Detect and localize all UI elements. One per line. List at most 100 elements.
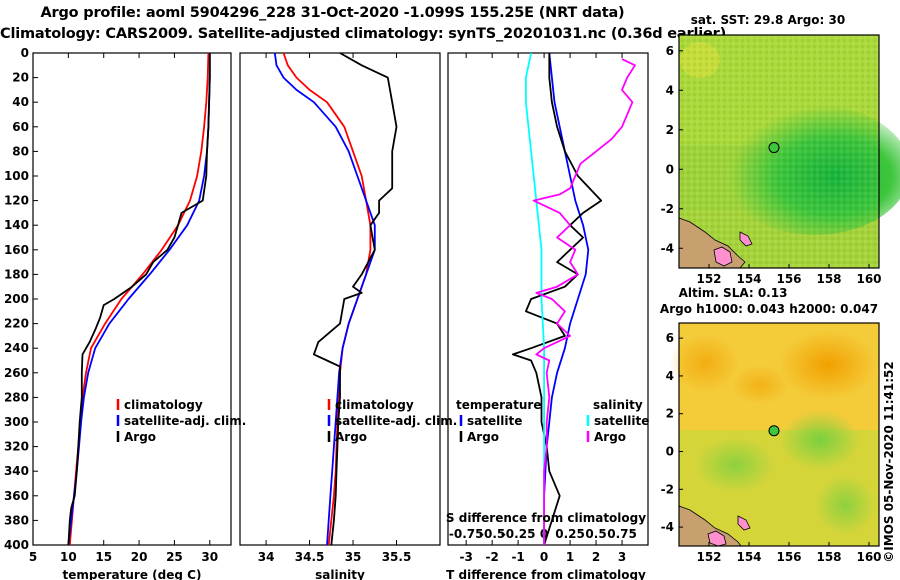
s-difference-tick-labels: -0.75-0.5-0.25 0 0.25 0.5 0.75 [449, 527, 637, 541]
series-line-salinity-argo [532, 58, 636, 545]
depth-tick-label: 180 [4, 267, 29, 281]
sla-high-west [670, 333, 740, 393]
lat-tick-label: -2 [661, 482, 674, 496]
sst-longitude-ticks: 152 154 156 158 160 [696, 264, 882, 286]
x-tick-label: 1 [566, 550, 574, 564]
depth-tick-label: 340 [4, 464, 29, 478]
s-diff-tick-label: -0.75 [449, 527, 484, 541]
legend-satellite-label: satellite-adj. clim. [335, 414, 457, 428]
temperature-panel: 0 20 40 60 80 100 120 140 160 180 200 220 240 260 280 3… [4, 46, 246, 580]
salinity-tick-labels: 34 34.5 35 35.5 [258, 53, 411, 564]
s-diff-tick-label: 0.5 [585, 527, 606, 541]
sla-map: Altim. SLA: 0.13 Argo h1000: 0.043 h2000… [660, 286, 882, 564]
legend-t-argo-label: Argo [467, 430, 499, 444]
legend-climatology-label: climatology [124, 398, 203, 412]
figure-title-line1: Argo profile: aoml 5904296_228 31-Oct-20… [40, 5, 625, 21]
x-tick-label: 0 [540, 550, 548, 564]
legend-argo-label: Argo [124, 430, 156, 444]
x-tick-label: 10 [60, 550, 77, 564]
lon-tick-label: 154 [736, 550, 761, 564]
depth-tick-label: 360 [4, 489, 29, 503]
lat-tick-label: -4 [661, 241, 674, 255]
lon-tick-label: 160 [856, 272, 881, 286]
sla-land-island [707, 530, 727, 547]
x-tick-label: 2 [592, 550, 600, 564]
legend-salinity-heading: salinity [593, 398, 643, 412]
sst-land-islet [739, 231, 753, 247]
legend-temperature-heading: temperature [456, 398, 541, 412]
depth-tick-label: 240 [4, 341, 29, 355]
temperature-axis-label: temperature (deg C) [63, 568, 202, 580]
x-tick-label: 3 [618, 550, 626, 564]
x-tick-label: -3 [460, 550, 473, 564]
series-line-temperature-argo [512, 53, 603, 546]
s-diff-tick-label: 0.25 [555, 527, 585, 541]
lon-tick-label: 152 [696, 272, 721, 286]
salinity-panel: 34 34.5 35 35.5 salinity climatology satell… [239, 52, 457, 580]
depth-tick-label: 80 [12, 144, 29, 158]
lat-tick-label: -4 [661, 520, 674, 534]
lon-tick-label: 158 [816, 550, 841, 564]
series-line-satellite-adj-clim- [273, 52, 376, 546]
lon-tick-label: 152 [696, 550, 721, 564]
depth-tick-label: 60 [12, 120, 29, 134]
x-tick-label: -2 [485, 550, 498, 564]
depth-tick-label: 300 [4, 415, 29, 429]
temperature-legend: climatology satellite-adj. clim. Argo [116, 398, 246, 444]
legend-satellite-label: satellite-adj. clim. [124, 414, 246, 428]
lat-tick-label: 2 [666, 123, 674, 137]
timestamp-label: ©IMOS 05-Nov-2020 11:41:52 [882, 361, 896, 562]
depth-tick-label: 40 [12, 95, 29, 109]
sla-longitude-ticks: 152 154 156 158 160 [696, 542, 882, 564]
x-tick-label: 25 [166, 550, 183, 564]
temperature-axes-frame [32, 52, 232, 546]
sst-map-title: sat. SST: 29.8 Argo: 30 [691, 13, 845, 27]
series-line-argo [312, 52, 398, 546]
depth-tick-label: 260 [4, 366, 29, 380]
sst-latitude-ticks: -4 -2 0 2 4 6 [661, 44, 683, 255]
sst-map-frame [678, 34, 880, 269]
temperature-tick-labels: 5 10 15 20 25 30 [29, 53, 218, 564]
x-tick-label: 35 [345, 550, 362, 564]
depth-tick-label: 0 [21, 46, 29, 60]
depth-tick-label: 20 [12, 71, 29, 85]
s-difference-axis-label: S difference from climatology [446, 511, 646, 525]
difference-legend: temperature salinity satellite Argo sate… [456, 398, 649, 444]
sla-low-east [780, 410, 860, 470]
depth-tick-label: 140 [4, 218, 29, 232]
series-line-satellite-adj-clim- [67, 53, 211, 546]
lat-tick-label: -2 [661, 202, 674, 216]
depth-tick-label: 380 [4, 513, 29, 527]
x-tick-label: 15 [95, 550, 112, 564]
sla-high-centre [730, 365, 790, 405]
lon-tick-label: 156 [776, 550, 801, 564]
sla-map-frame [678, 322, 880, 547]
lat-tick-label: 2 [666, 407, 674, 421]
lat-tick-label: 6 [666, 44, 674, 58]
x-tick-label: 5 [29, 550, 37, 564]
lon-tick-label: 160 [856, 550, 881, 564]
legend-s-satellite-label: satellite [594, 414, 649, 428]
salinity-legend: climatology satellite-adj. clim. Argo [327, 398, 457, 444]
series-line-argo [67, 53, 211, 546]
x-tick-label: 34.5 [295, 550, 325, 564]
legend-argo-label: Argo [335, 430, 367, 444]
salinity-series [273, 52, 398, 546]
sla-argo-location-marker [768, 425, 780, 437]
sst-map-texture [679, 35, 879, 268]
sla-high-east [778, 330, 878, 400]
x-tick-label: 34 [258, 550, 275, 564]
depth-tick-label: 160 [4, 243, 29, 257]
salinity-axes-frame [239, 52, 441, 546]
s-diff-tick-label: -0.5 [479, 527, 505, 541]
x-tick-label: 20 [131, 550, 148, 564]
depth-tick-label: 320 [4, 440, 29, 454]
depth-tick-label: 200 [4, 292, 29, 306]
sla-land-islet [737, 515, 751, 531]
lon-tick-label: 156 [776, 272, 801, 286]
series-line-salinity-satellite [525, 52, 545, 545]
temperature-series [67, 52, 211, 546]
lat-tick-label: 4 [666, 369, 674, 383]
sst-map: sat. SST: 29.8 Argo: 30 152 154 156 158 160 … [661, 13, 900, 286]
